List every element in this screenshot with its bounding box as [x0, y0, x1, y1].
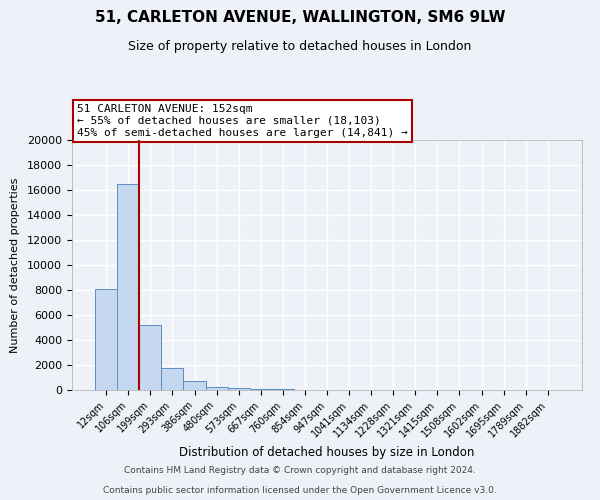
Bar	[227, 388, 250, 390]
Text: Size of property relative to detached houses in London: Size of property relative to detached ho…	[128, 40, 472, 53]
Bar	[117, 184, 139, 390]
Bar	[206, 386, 227, 390]
Bar	[139, 325, 161, 390]
X-axis label: Distribution of detached houses by size in London: Distribution of detached houses by size …	[179, 446, 475, 459]
Bar	[95, 289, 117, 390]
Text: 51, CARLETON AVENUE, WALLINGTON, SM6 9LW: 51, CARLETON AVENUE, WALLINGTON, SM6 9LW	[95, 10, 505, 25]
Text: Contains public sector information licensed under the Open Government Licence v3: Contains public sector information licen…	[103, 486, 497, 495]
Y-axis label: Number of detached properties: Number of detached properties	[10, 178, 20, 352]
Bar	[161, 368, 184, 390]
Text: Contains HM Land Registry data © Crown copyright and database right 2024.: Contains HM Land Registry data © Crown c…	[124, 466, 476, 475]
Text: 51 CARLETON AVENUE: 152sqm
← 55% of detached houses are smaller (18,103)
45% of : 51 CARLETON AVENUE: 152sqm ← 55% of deta…	[77, 104, 408, 138]
Bar	[184, 380, 206, 390]
Bar	[250, 389, 272, 390]
